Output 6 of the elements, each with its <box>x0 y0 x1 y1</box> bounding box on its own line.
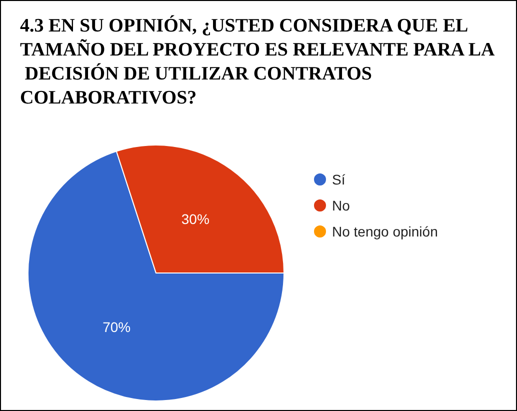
legend-label: Sí <box>332 172 346 188</box>
legend-label: No tengo opinión <box>332 224 438 240</box>
chart-title: 4.3 EN SU OPINIÓN, ¿USTED CONSIDERA QUE EL TAMAÑO DEL PROYECTO ES RELEVANTE PARA LA DECISIÓN DE UTILIZAR CONTRATOS COLABORATIVOS? <box>20 14 496 108</box>
data-label: 70% <box>102 319 131 336</box>
legend-label: No <box>332 198 350 214</box>
data-label: 30% <box>181 210 210 227</box>
